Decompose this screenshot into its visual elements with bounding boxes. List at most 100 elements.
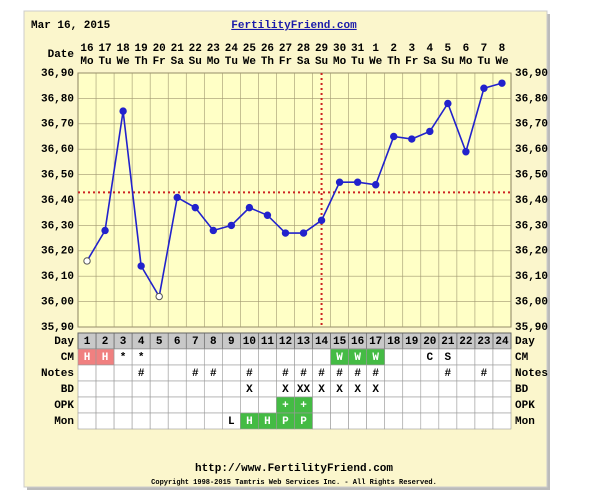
temp-point xyxy=(119,107,127,115)
y-tick-label-right: 36,10 xyxy=(515,271,548,283)
table-cell xyxy=(402,364,422,382)
table-cell xyxy=(492,412,512,430)
date-label: 2 xyxy=(390,43,397,55)
copyright: Copyright 1998-2015 Tamtris Web Services… xyxy=(151,479,437,487)
day-number: 24 xyxy=(495,336,509,348)
temp-point xyxy=(299,229,308,237)
table-cell xyxy=(203,348,223,366)
table-cell xyxy=(222,348,241,366)
table-cell xyxy=(167,364,187,382)
table-cell xyxy=(312,348,331,366)
table-cell xyxy=(167,380,187,398)
table-cell xyxy=(77,396,97,414)
cell-text: # xyxy=(445,368,452,380)
table-cell xyxy=(95,380,115,398)
weekday-label: Tu xyxy=(225,56,238,68)
cell-text: H xyxy=(102,352,109,364)
date-label: 7 xyxy=(481,43,488,55)
table-cell xyxy=(240,348,259,366)
date-label: 23 xyxy=(207,43,221,55)
date-label: 27 xyxy=(279,43,292,55)
table-cell xyxy=(438,412,458,430)
temp-point xyxy=(173,193,181,202)
date-label: 25 xyxy=(243,43,257,55)
table-cell xyxy=(222,364,241,382)
y-tick-label-right: 36,80 xyxy=(515,93,548,105)
table-cell xyxy=(330,412,349,430)
temp-point xyxy=(426,127,434,136)
temp-point xyxy=(480,84,488,92)
day-number: 3 xyxy=(120,336,127,348)
date-label: 18 xyxy=(117,43,131,55)
table-cell xyxy=(149,396,169,414)
table-cell xyxy=(203,396,223,414)
table-cell xyxy=(222,380,241,398)
row-label: OPK xyxy=(54,400,74,412)
table-cell xyxy=(203,412,223,430)
table-cell xyxy=(456,364,476,382)
site-title[interactable]: FertilityFriend.com xyxy=(231,20,357,32)
weekday-label: Sa xyxy=(171,56,185,68)
y-tick-label: 36,60 xyxy=(41,144,74,156)
table-cell xyxy=(348,396,367,414)
date-label: 1 xyxy=(372,43,379,55)
temp-point xyxy=(390,132,398,141)
cell-text: # xyxy=(138,368,145,380)
table-cell xyxy=(258,364,277,382)
date-label: 26 xyxy=(261,43,274,55)
cell-text: # xyxy=(372,368,379,380)
table-cell xyxy=(474,412,494,430)
temp-point xyxy=(335,178,344,186)
table-cell xyxy=(95,396,115,414)
row-label-right: Mon xyxy=(515,416,535,428)
table-cell xyxy=(474,380,494,398)
day-number: 19 xyxy=(405,336,418,348)
table-cell xyxy=(203,380,223,398)
temp-point xyxy=(227,221,236,230)
temp-point xyxy=(498,79,506,87)
table-cell xyxy=(77,364,97,382)
day-number: 17 xyxy=(369,336,382,348)
y-tick-label: 36,10 xyxy=(41,271,74,283)
cell-text: P xyxy=(300,416,307,428)
cell-text: # xyxy=(246,368,253,380)
date-label: 17 xyxy=(98,43,111,55)
table-cell xyxy=(456,396,476,414)
cell-text: X xyxy=(282,384,289,396)
temp-point xyxy=(281,229,290,237)
table-cell xyxy=(149,364,169,382)
temp-point xyxy=(444,99,452,108)
table-cell xyxy=(240,396,259,414)
weekday-label: Th xyxy=(387,56,400,68)
table-cell xyxy=(384,380,404,398)
y-tick-label-right: 36,90 xyxy=(515,68,548,80)
table-cell xyxy=(474,396,494,414)
table-cell xyxy=(402,380,422,398)
table-cell xyxy=(149,348,169,366)
temp-point xyxy=(462,148,470,156)
weekday-label: Su xyxy=(315,56,328,68)
table-cell xyxy=(384,412,404,430)
temp-point xyxy=(137,262,145,270)
row-label: CM xyxy=(61,352,75,364)
date-label: 22 xyxy=(189,43,202,55)
date-label: 29 xyxy=(315,43,328,55)
table-cell xyxy=(348,412,367,430)
table-cell xyxy=(185,396,205,414)
table-cell xyxy=(384,364,404,382)
weekday-label: Su xyxy=(441,56,454,68)
table-cell xyxy=(95,412,115,430)
table-cell xyxy=(185,380,205,398)
day-number: 20 xyxy=(423,336,436,348)
table-cell xyxy=(167,348,187,366)
y-tick-label-right: 36,30 xyxy=(515,220,548,232)
footer-url[interactable]: http://www.FertilityFriend.com xyxy=(195,463,393,475)
weekday-label: We xyxy=(117,56,131,68)
table-cell xyxy=(438,380,458,398)
day-number: 4 xyxy=(138,336,145,348)
table-cell xyxy=(474,348,494,366)
weekday-label: Fr xyxy=(153,56,166,68)
cell-text: + xyxy=(282,400,289,412)
day-number: 21 xyxy=(441,336,455,348)
